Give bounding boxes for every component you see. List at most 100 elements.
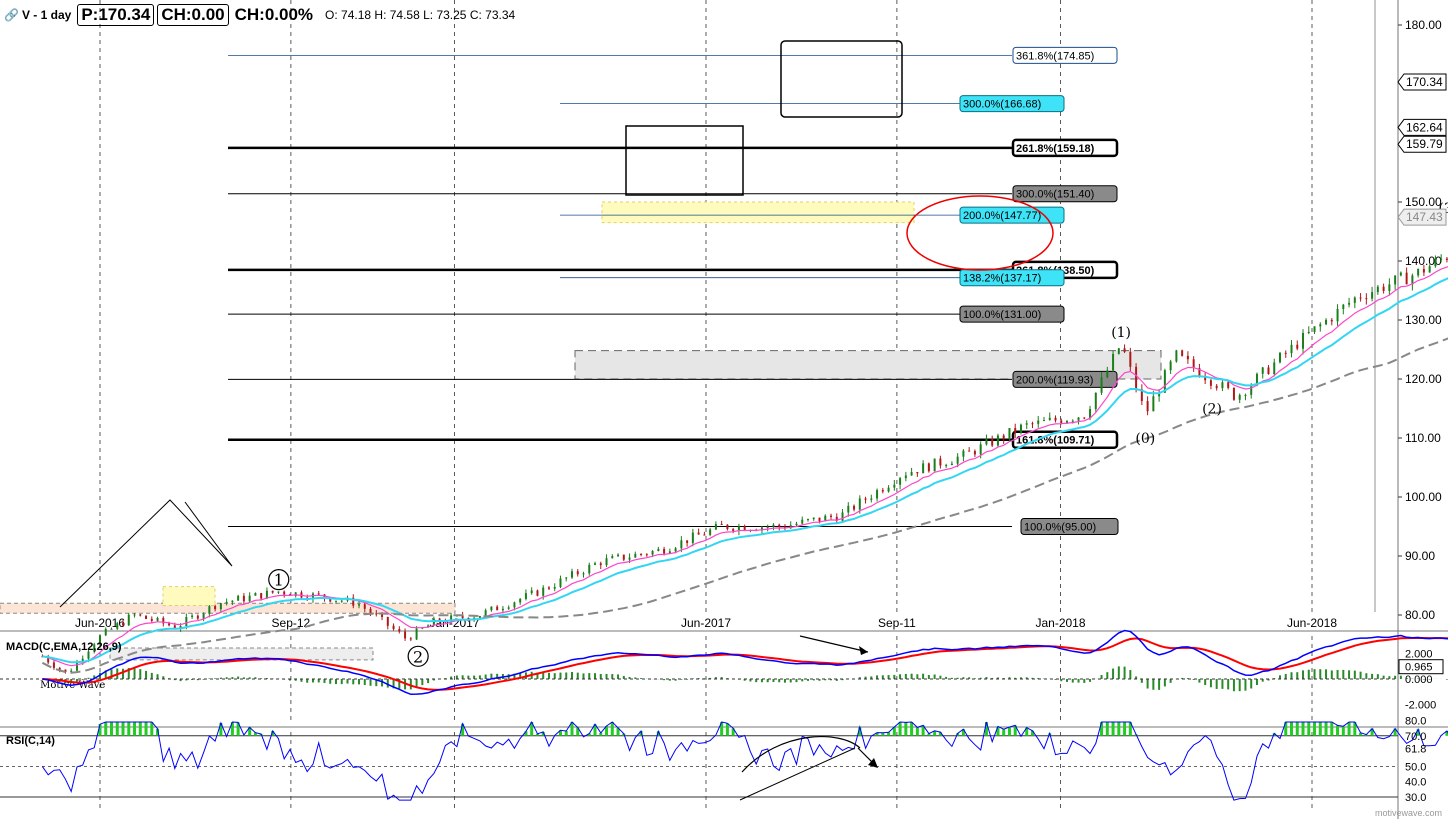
candle-body <box>680 540 683 549</box>
macd-hist-bar <box>1359 671 1362 679</box>
macd-hist-bar <box>1152 679 1155 690</box>
fib-level-box <box>959 95 1065 113</box>
macd-hist-bar <box>858 677 861 679</box>
candle-body <box>922 463 925 474</box>
rsi-tick-label: 80.0 <box>1405 716 1426 728</box>
rsi-overbought-fill <box>1330 722 1334 736</box>
candle-body <box>622 554 625 560</box>
candle-body <box>640 553 643 555</box>
macd-hist-bar <box>904 673 907 679</box>
macd-hist-bar <box>760 679 763 683</box>
macd-hist-bar <box>1186 678 1189 679</box>
macd-hist-bar <box>1198 679 1201 683</box>
candle-body <box>1192 359 1195 369</box>
candle-body <box>47 656 50 663</box>
macd-hist-bar <box>910 673 913 679</box>
macd-hist-bar <box>288 679 291 681</box>
candle-body <box>1083 417 1086 419</box>
candle-body <box>1382 286 1385 291</box>
macd-hist-bar <box>300 679 303 682</box>
candle-body <box>1140 389 1143 402</box>
rsi-overbought-fill <box>933 730 937 736</box>
macd-hist-bar <box>196 679 199 681</box>
rsi-overbought-fill <box>720 722 724 736</box>
zone-orange <box>0 602 456 614</box>
rsi-overbought-fill <box>564 730 568 736</box>
macd-hist-bar <box>1313 669 1316 679</box>
macd-hist-bar <box>248 677 251 679</box>
candle-body <box>254 593 257 596</box>
candle-body <box>853 505 856 510</box>
candle-body <box>1319 324 1322 327</box>
rsi-overbought-fill <box>1336 725 1340 736</box>
candle-body <box>427 625 430 628</box>
macd-hist-bar <box>513 673 516 679</box>
candle-body <box>899 478 902 485</box>
macd-hist-bar <box>1244 679 1247 691</box>
macd-hist-bar <box>818 679 821 681</box>
macd-hist-bar <box>202 679 205 680</box>
candle-body <box>242 595 245 602</box>
candle-body <box>311 593 314 600</box>
candle-body <box>1353 297 1356 303</box>
candle-body <box>674 548 677 552</box>
candle-body <box>559 578 562 588</box>
link-icon[interactable]: 🔗 <box>4 8 19 22</box>
wave-label: (0) <box>1135 431 1155 447</box>
rsi-overbought-fill <box>1416 729 1420 736</box>
candle-body <box>876 490 879 499</box>
macd-hist-bar <box>1071 679 1074 683</box>
macd-hist-bar <box>547 672 550 679</box>
macd-hist-bar <box>225 677 228 679</box>
macd-hist-bar <box>1083 679 1086 683</box>
rsi-overbought-fill <box>1105 722 1109 736</box>
macd-hist-bar <box>1221 679 1224 689</box>
macd-hist-bar <box>1278 675 1281 679</box>
fib-level-box <box>1012 185 1118 203</box>
symbol-label[interactable]: V - 1 day <box>21 8 72 22</box>
candle-body <box>214 606 217 610</box>
candle-body <box>1060 420 1063 424</box>
candle-body <box>162 617 165 624</box>
macd-hist-bar <box>588 673 591 679</box>
candle-body <box>202 613 205 619</box>
rsi-overbought-fill <box>253 732 257 736</box>
rsi-overbought-fill <box>144 722 148 736</box>
candle-body <box>1014 428 1017 433</box>
candle-body <box>1422 268 1425 273</box>
macd-hist-bar <box>231 677 234 679</box>
candle-body <box>145 615 148 619</box>
rsi-overbought-fill <box>881 732 885 736</box>
candle-body <box>709 529 712 535</box>
candle-body <box>1411 275 1414 285</box>
rsi-overbought-fill <box>110 722 114 736</box>
fib-level-label: 100.0%(131.00) <box>963 309 1041 321</box>
macd-hist-bar <box>346 679 349 684</box>
macd-hist-bar <box>743 679 746 681</box>
macd-hist-bar <box>455 675 458 679</box>
macd-hist-bar <box>352 679 355 685</box>
macd-hist-bar <box>870 676 873 679</box>
rsi-overbought-fill <box>731 728 735 736</box>
rsi-overbought-fill <box>858 726 862 736</box>
macd-hist-bar <box>104 670 107 679</box>
candle-body <box>70 670 73 672</box>
candle-body <box>703 534 706 536</box>
macd-hist-bar <box>214 678 217 679</box>
macd-hist-bar <box>582 673 585 679</box>
macd-hist-bar <box>409 679 412 690</box>
macd-hist-bar <box>835 679 838 681</box>
macd-hist-bar <box>311 679 314 683</box>
macd-hist-bar <box>122 668 125 679</box>
candle-body <box>196 615 199 619</box>
candle-body <box>358 604 361 606</box>
macd-hist-bar <box>381 679 384 687</box>
candle-body <box>484 610 487 616</box>
macd-hist-bar <box>1371 673 1374 679</box>
wave-line <box>59 499 233 608</box>
macd-tick-label: -2.000 <box>1405 700 1436 712</box>
rsi-overbought-fill <box>248 727 252 736</box>
candle-body <box>1278 352 1281 363</box>
macd-hist-bar <box>1181 677 1184 679</box>
